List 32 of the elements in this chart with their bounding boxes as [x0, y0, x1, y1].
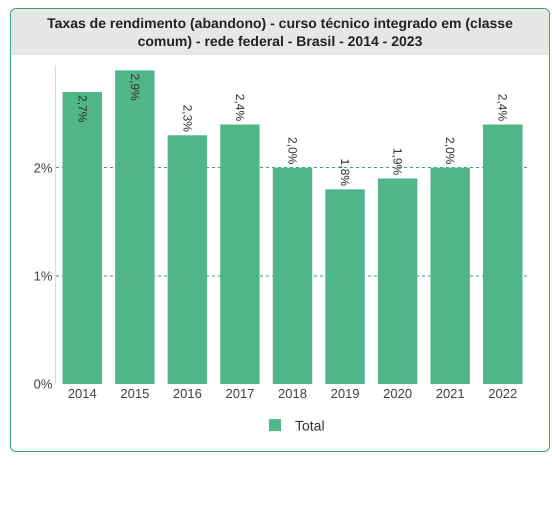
bar: [430, 168, 470, 384]
x-tick-label: 2018: [278, 386, 307, 401]
x-tick-label: 2022: [488, 386, 518, 401]
data-label: 1,8%: [338, 158, 352, 186]
x-tick-label: 2017: [225, 386, 254, 401]
data-label: 2,9%: [128, 73, 142, 102]
data-label: 1,9%: [390, 148, 405, 176]
data-label: 2,0%: [443, 137, 458, 165]
bar: [378, 178, 418, 384]
bar: [483, 124, 522, 384]
y-tick-label: 0%: [34, 376, 53, 392]
legend-label: Total: [295, 418, 325, 434]
x-tick-label: 2020: [383, 386, 412, 401]
x-tick-label: 2021: [436, 386, 465, 401]
x-tick-label: 2015: [120, 386, 150, 401]
bar: [325, 189, 365, 384]
bar: [272, 168, 312, 384]
y-tick-label: 1%: [34, 268, 53, 284]
x-tick-label: 2019: [330, 386, 360, 401]
data-label: 2,4%: [496, 94, 510, 122]
data-label: 2,0%: [286, 137, 300, 165]
bar: [62, 92, 102, 384]
x-tick-label: 2016: [172, 386, 202, 401]
x-tick-label: 2014: [68, 386, 97, 401]
y-tick-label: 2%: [34, 160, 53, 176]
chart-title: Taxas de rendimento (abandono) - curso técnico integrado em (classe comum) - rede federal - Brasil - 2014 - 2023: [11, 9, 549, 55]
data-label: 2,4%: [232, 94, 247, 122]
data-label: 2,3%: [180, 104, 194, 132]
bar: [115, 70, 155, 384]
bar: [168, 135, 208, 384]
data-label: 2,7%: [75, 95, 90, 123]
bar: [220, 124, 260, 384]
